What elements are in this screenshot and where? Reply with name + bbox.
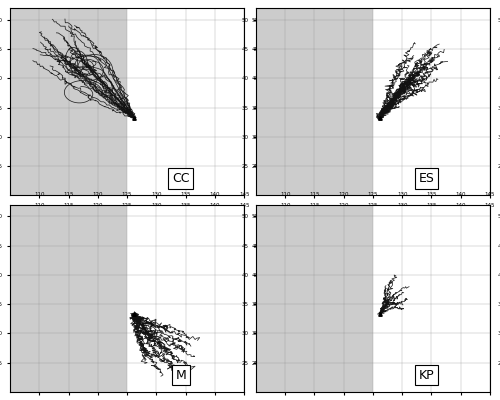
Text: M: M	[176, 369, 186, 382]
Bar	[373, 205, 490, 392]
Text: ES: ES	[419, 172, 434, 185]
Text: KP: KP	[419, 369, 434, 382]
Bar	[373, 8, 490, 195]
Bar	[127, 8, 244, 195]
Bar	[127, 205, 244, 392]
Text: CC: CC	[172, 172, 190, 185]
